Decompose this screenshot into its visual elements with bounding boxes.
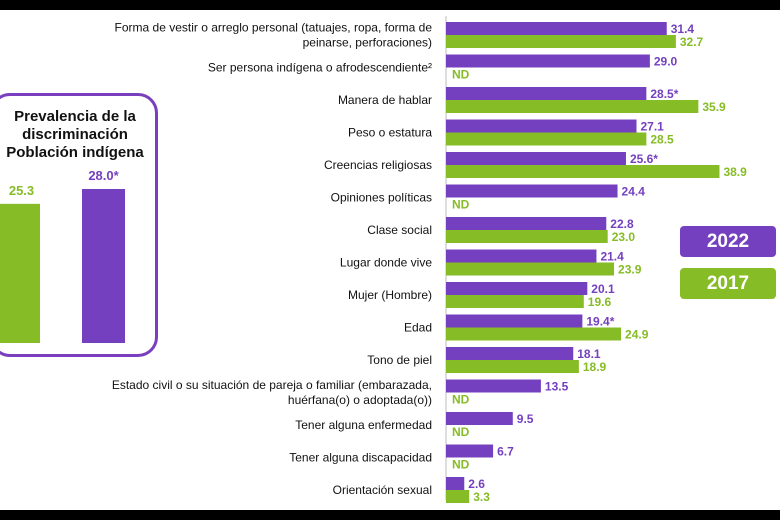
- inset-bar-2017: [0, 203, 40, 343]
- category-label: Opiniones políticas: [331, 191, 432, 205]
- data-label-2017: 38.9: [723, 165, 747, 179]
- category-label: Forma de vestir o arreglo personal (tatu…: [115, 21, 433, 35]
- bar-2017: [446, 360, 579, 373]
- legend-2017: 2017: [680, 268, 776, 299]
- bar-2017: [446, 165, 720, 178]
- bar-2022: [446, 379, 541, 393]
- bar-2017: [446, 230, 608, 243]
- bar-2022: [446, 477, 465, 490]
- data-label-2017: 35.9: [702, 100, 726, 114]
- bar-2022: [446, 314, 583, 328]
- bar-2017: [446, 490, 470, 503]
- bar-2022: [446, 444, 494, 458]
- category-label: Mujer (Hombre): [348, 288, 432, 302]
- inset-title: Prevalencia de la discriminación Poblaci…: [0, 108, 150, 162]
- data-label-2017: 3.3: [473, 490, 490, 504]
- data-label-2017: ND: [452, 458, 470, 472]
- data-label-2022: 25.6*: [630, 152, 658, 166]
- bar-2022: [446, 184, 618, 198]
- bar-2022: [446, 249, 597, 263]
- data-label-2017: 23.0: [612, 230, 636, 244]
- inset-data-label-2022: 28.0*: [88, 168, 119, 183]
- data-label-2022: 29.0: [654, 55, 678, 69]
- data-label-2017: 28.5: [650, 133, 674, 147]
- data-label-2017: 19.6: [588, 295, 612, 309]
- category-label: Estado civil o su situación de pareja o …: [112, 378, 432, 392]
- data-label-2022: 6.7: [497, 445, 514, 459]
- category-label: Ser persona indígena o afrodescendiente²: [208, 61, 432, 75]
- data-label-2022: 28.5*: [650, 87, 678, 101]
- bar-2022: [446, 347, 574, 360]
- data-label-2022: 21.4: [600, 250, 624, 264]
- data-label-2017: 24.9: [625, 328, 649, 342]
- category-label: Clase social: [367, 223, 432, 237]
- data-label-2022: 24.4: [622, 185, 646, 199]
- category-label: huérfana(o) o adoptada(o)): [288, 393, 432, 407]
- data-label-2017: 23.9: [618, 263, 642, 277]
- category-label: peinarse, perforaciones): [303, 36, 432, 50]
- bar-2017: [446, 262, 615, 276]
- data-label-2022: 22.8: [610, 217, 634, 231]
- inset-title-line-1: Prevalencia de la: [14, 108, 136, 125]
- data-label-2022: 19.4*: [586, 315, 614, 329]
- data-label-2017: ND: [452, 425, 470, 439]
- inset-title-line-3: Población indígena: [6, 144, 144, 161]
- bar-2022: [446, 412, 513, 425]
- category-label: Peso o estatura: [348, 126, 432, 140]
- bar-2017: [446, 132, 647, 146]
- inset-data-label-2017: 25.3: [9, 183, 34, 198]
- bar-2017: [446, 100, 699, 113]
- category-label: Manera de hablar: [338, 93, 432, 107]
- inset-title-line-2: discriminación: [22, 126, 128, 143]
- bar-2022: [446, 87, 647, 100]
- bar-2022: [446, 119, 637, 133]
- data-label-2022: 2.6: [468, 477, 485, 491]
- category-label: Edad: [404, 321, 432, 335]
- category-label: Lugar donde vive: [340, 256, 432, 270]
- bar-2017: [446, 295, 584, 308]
- bar-2022: [446, 152, 626, 165]
- bar-2017: [446, 35, 676, 48]
- category-label: Tener alguna discapacidad: [289, 451, 432, 465]
- data-label-2017: 18.9: [583, 360, 607, 374]
- data-label-2017: 32.7: [680, 35, 704, 49]
- inset-bar-2022: [82, 189, 125, 343]
- category-label: Creencias religiosas: [324, 158, 432, 172]
- data-label-2017: ND: [452, 198, 470, 212]
- data-label-2022: 27.1: [641, 120, 665, 134]
- data-label-2022: 13.5: [545, 380, 569, 394]
- legend-2022: 2022: [680, 226, 776, 257]
- data-label-2017: ND: [452, 68, 470, 82]
- top-border: [0, 0, 780, 10]
- bar-2022: [446, 217, 607, 230]
- category-label: Tono de piel: [367, 353, 432, 367]
- data-label-2022: 9.5: [517, 412, 534, 426]
- data-label-2022: 31.4: [671, 22, 695, 36]
- bar-2022: [446, 22, 667, 35]
- bar-2017: [446, 327, 622, 341]
- data-label-2022: 20.1: [591, 282, 615, 296]
- category-label: Orientación sexual: [333, 483, 432, 497]
- category-label: Tener alguna enfermedad: [295, 418, 432, 432]
- data-label-2022: 18.1: [577, 347, 601, 361]
- bar-2022: [446, 54, 650, 68]
- bottom-border: [0, 510, 780, 520]
- bar-2022: [446, 282, 588, 295]
- data-label-2017: ND: [452, 393, 470, 407]
